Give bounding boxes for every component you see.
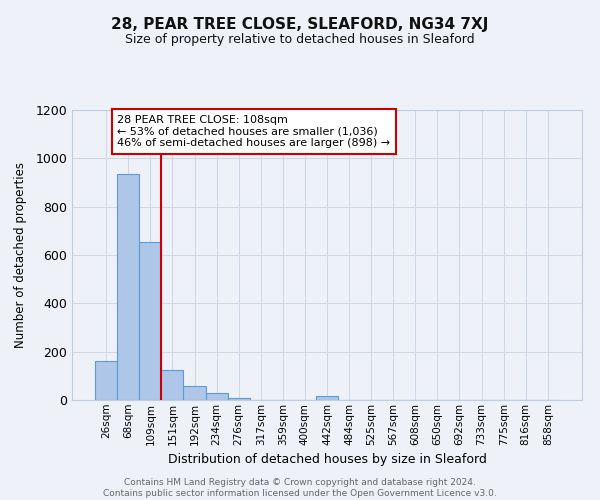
- Y-axis label: Number of detached properties: Number of detached properties: [14, 162, 27, 348]
- Bar: [117, 174, 139, 400]
- Bar: [139, 242, 161, 400]
- Bar: [227, 398, 250, 400]
- Text: 28 PEAR TREE CLOSE: 108sqm
← 53% of detached houses are smaller (1,036)
46% of s: 28 PEAR TREE CLOSE: 108sqm ← 53% of deta…: [117, 115, 391, 148]
- Bar: [316, 396, 338, 400]
- Bar: [206, 394, 227, 400]
- Bar: [184, 386, 206, 400]
- Text: Contains HM Land Registry data © Crown copyright and database right 2024.
Contai: Contains HM Land Registry data © Crown c…: [103, 478, 497, 498]
- Bar: [95, 362, 117, 400]
- X-axis label: Distribution of detached houses by size in Sleaford: Distribution of detached houses by size …: [167, 453, 487, 466]
- Text: 28, PEAR TREE CLOSE, SLEAFORD, NG34 7XJ: 28, PEAR TREE CLOSE, SLEAFORD, NG34 7XJ: [112, 18, 488, 32]
- Text: Size of property relative to detached houses in Sleaford: Size of property relative to detached ho…: [125, 32, 475, 46]
- Bar: [161, 370, 184, 400]
